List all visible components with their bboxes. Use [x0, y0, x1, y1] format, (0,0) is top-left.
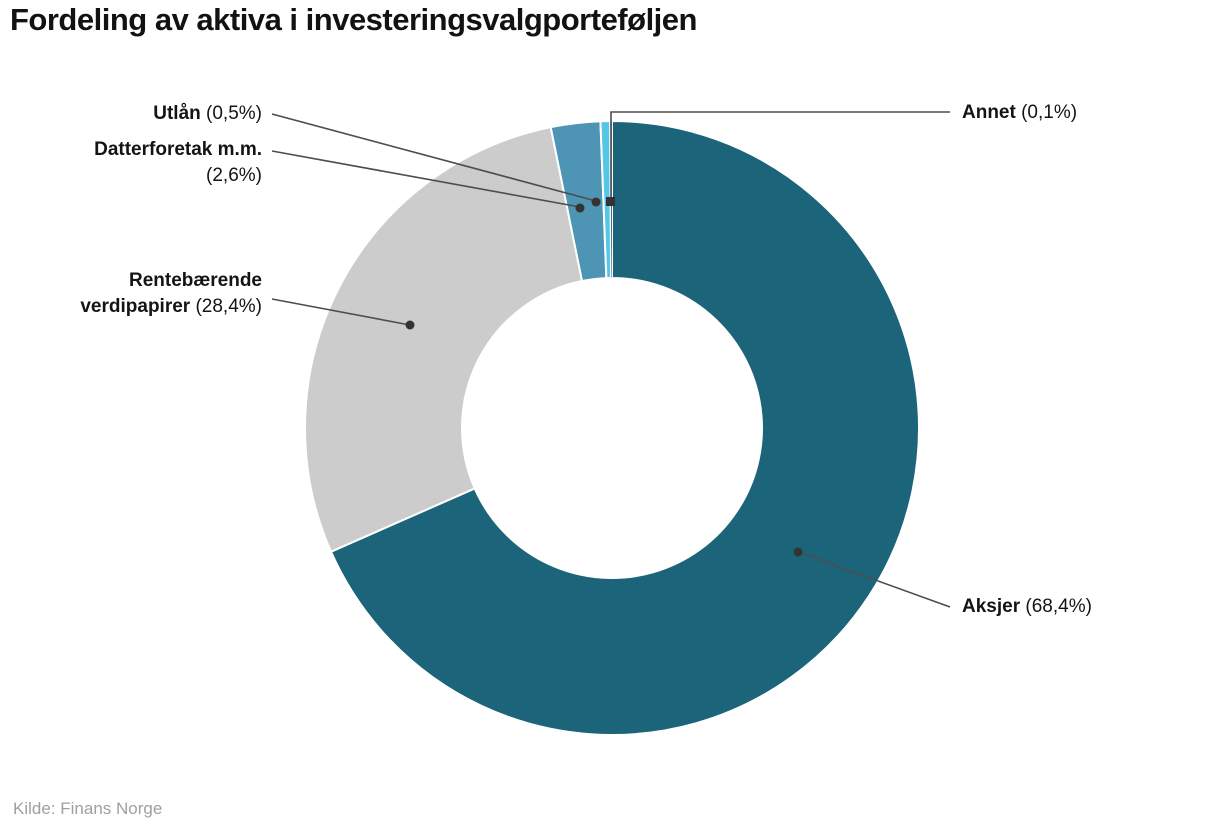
label-aksjer-pct: (68,4%)	[1025, 596, 1092, 617]
leader-line-rentebaerende	[271, 298, 411, 326]
label-datterforetak: Datterforetak m.m. (2,6%)	[72, 137, 262, 189]
label-utlan: Utlån (0,5%)	[153, 101, 262, 127]
dot-utlan	[591, 197, 601, 207]
dot-datterforetak	[575, 203, 585, 213]
label-utlan-pct: (0,5%)	[206, 103, 262, 124]
label-annet-name: Annet	[962, 102, 1016, 123]
donut-segment-aksjer	[329, 119, 920, 736]
leader-line-utlan	[271, 113, 597, 202]
label-datterforetak-pct: (2,6%)	[206, 165, 262, 186]
dot-rentebaerende	[405, 320, 415, 330]
label-annet: Annet (0,1%)	[962, 100, 1077, 126]
label-rentebaerende-name: Rentebærende verdipapirer	[80, 270, 262, 317]
label-utlan-name: Utlån	[153, 103, 201, 124]
leader-line-datterforetak	[271, 150, 581, 208]
donut-segments	[304, 119, 920, 736]
chart-title: Fordeling av aktiva i investeringsvalgpo…	[10, 2, 697, 37]
label-annet-pct: (0,1%)	[1021, 102, 1078, 123]
leader-line-aksjer	[797, 551, 951, 608]
source-credit: Kilde: Finans Norge	[13, 799, 163, 818]
leader-line-annet	[610, 111, 950, 198]
dot-aksjer	[793, 547, 803, 557]
label-rentebaerende-pct: (28,4%)	[195, 296, 262, 317]
label-aksjer: Aksjer (68,4%)	[962, 594, 1092, 620]
label-rentebaerende: Rentebærende verdipapirer (28,4%)	[62, 268, 262, 320]
label-aksjer-name: Aksjer	[962, 596, 1021, 617]
dot-annet	[606, 197, 615, 206]
leader-dots	[405, 197, 803, 557]
leader-lines	[271, 111, 951, 608]
label-datterforetak-name: Datterforetak m.m.	[94, 139, 262, 160]
donut-segment-rentebærende-verdipapirer	[304, 126, 584, 554]
